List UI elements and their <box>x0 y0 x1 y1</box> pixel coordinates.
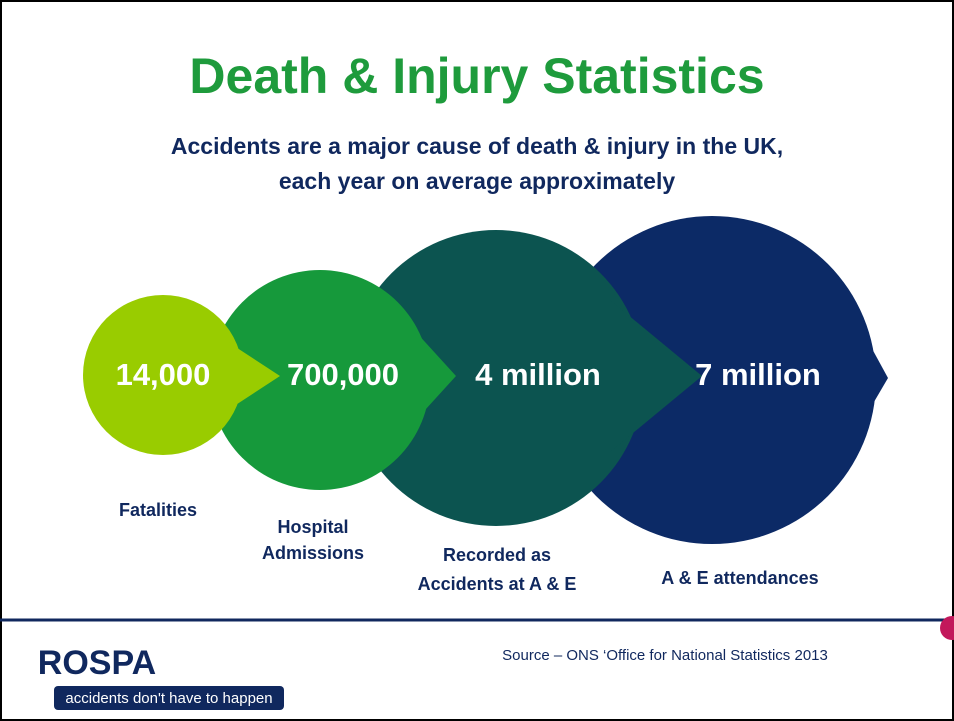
label: A & E attendances <box>661 568 818 588</box>
label: Recorded as <box>443 545 551 565</box>
value: 7 million <box>695 357 821 392</box>
tagline-box <box>54 686 284 710</box>
bubble <box>210 270 456 490</box>
label: Fatalities <box>119 500 197 520</box>
source: Source – ONS ‘Office for National Statis… <box>502 647 828 664</box>
bubble <box>548 216 888 544</box>
label: Admissions <box>262 543 364 563</box>
corner-icon <box>940 616 954 640</box>
value: 700,000 <box>287 357 399 392</box>
tagline: accidents don't have to happen <box>65 690 272 707</box>
value: 4 million <box>475 357 601 392</box>
bubble <box>348 230 702 526</box>
bubble <box>83 295 280 455</box>
value: 14,000 <box>116 357 211 392</box>
label: Hospital <box>277 517 348 537</box>
logo: ROSPA <box>38 644 156 682</box>
label: Accidents at A & E <box>418 574 577 594</box>
subtitle: Accidents are a major cause of death & i… <box>171 133 783 159</box>
title: Death & Injury Statistics <box>189 48 764 104</box>
subtitle: each year on average approximately <box>279 168 676 194</box>
